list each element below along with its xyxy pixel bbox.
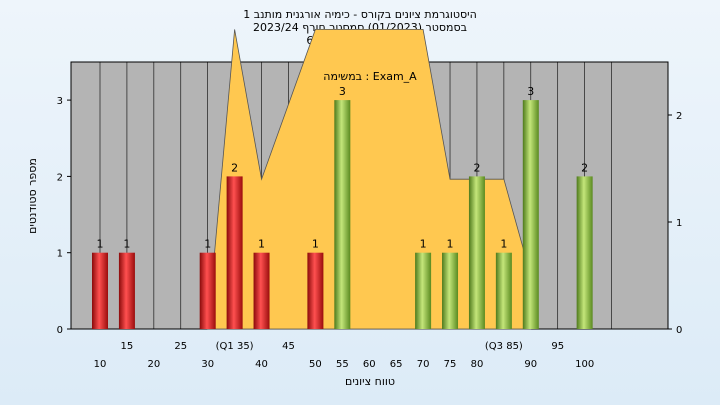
histogram-bar <box>415 252 432 329</box>
y2-tick-label: 1 <box>676 218 682 229</box>
bar-data-label: 1 <box>447 238 454 251</box>
bar-data-label: 1 <box>204 238 211 251</box>
x-tick-label: 80 <box>471 359 484 370</box>
x-tick-label: (Q3 85) <box>485 341 523 352</box>
y2-tick-label: 2 <box>676 111 682 122</box>
x-tick-label: 10 <box>94 359 107 370</box>
histogram-bar <box>468 176 485 329</box>
bar-data-label: 1 <box>97 238 104 251</box>
histogram-bar <box>92 252 108 329</box>
y-tick-label: 2 <box>57 172 63 183</box>
bar-data-label: 3 <box>527 85 534 98</box>
y2-axis-ticks: 0 1 2 <box>668 111 682 336</box>
chart-annotation: במשימה : Exam_A <box>323 70 417 83</box>
histogram-bar <box>118 252 135 329</box>
bar-data-label: 2 <box>581 161 588 174</box>
x-tick-label: 15 <box>121 341 134 352</box>
bar-data-label: 1 <box>312 238 319 251</box>
data-labels: 1 1 1 2 1 1 3 1 1 2 1 3 2 <box>97 85 589 251</box>
histogram-bar <box>495 252 512 329</box>
bar-data-label: 2 <box>231 161 238 174</box>
x-tick-label: 95 <box>551 341 564 352</box>
x-tick-label: 70 <box>417 359 430 370</box>
histogram-bar <box>442 252 459 329</box>
x-tick-label: 90 <box>524 359 537 370</box>
x-tick-label: 40 <box>255 359 268 370</box>
x-tick-label: 50 <box>309 359 322 370</box>
x-tick-label: 55 <box>336 359 349 370</box>
x-tick-label: (Q1 35) <box>216 341 254 352</box>
x-tick-label: 25 <box>174 341 187 352</box>
histogram-bar <box>576 176 593 329</box>
x-axis-label: טווח ציונים <box>345 375 395 388</box>
chart-title-line-1: היסטוגרמת ציונים בקורס - כימיה אורגנית מ… <box>243 8 477 21</box>
bar-data-label: 1 <box>500 238 507 251</box>
y-tick-label: 3 <box>57 96 63 107</box>
histogram-bar <box>253 252 270 329</box>
x-tick-label: 45 <box>282 341 295 352</box>
y-axis-label: מספר סטודנטים <box>26 158 39 234</box>
bar-data-label: 1 <box>420 238 427 251</box>
bar-data-label: 3 <box>339 85 346 98</box>
histogram-bar <box>307 252 324 329</box>
x-axis-ticks: 15 25 (Q1 35) 45 (Q3 85) 95 10 20 30 40 50 55 60 65 70… <box>94 341 595 370</box>
bar-data-label: 1 <box>123 238 130 251</box>
x-tick-label: 75 <box>444 359 457 370</box>
x-tick-label: 100 <box>575 359 594 370</box>
x-tick-label: 60 <box>363 359 376 370</box>
y2-tick-label: 0 <box>676 325 682 336</box>
y-axis-ticks: 0 1 2 3 <box>57 96 71 336</box>
histogram-bar <box>522 100 539 329</box>
bar-series <box>92 100 593 329</box>
histogram-bar <box>334 100 351 329</box>
histogram-bar <box>226 176 243 329</box>
x-tick-label: 30 <box>201 359 214 370</box>
histogram-bar <box>199 252 216 329</box>
x-tick-label: 20 <box>147 359 160 370</box>
y-tick-label: 1 <box>57 249 63 260</box>
x-tick-label: 65 <box>390 359 403 370</box>
bar-data-label: 2 <box>473 161 480 174</box>
bar-data-label: 1 <box>258 238 265 251</box>
y-tick-label: 0 <box>57 325 63 336</box>
